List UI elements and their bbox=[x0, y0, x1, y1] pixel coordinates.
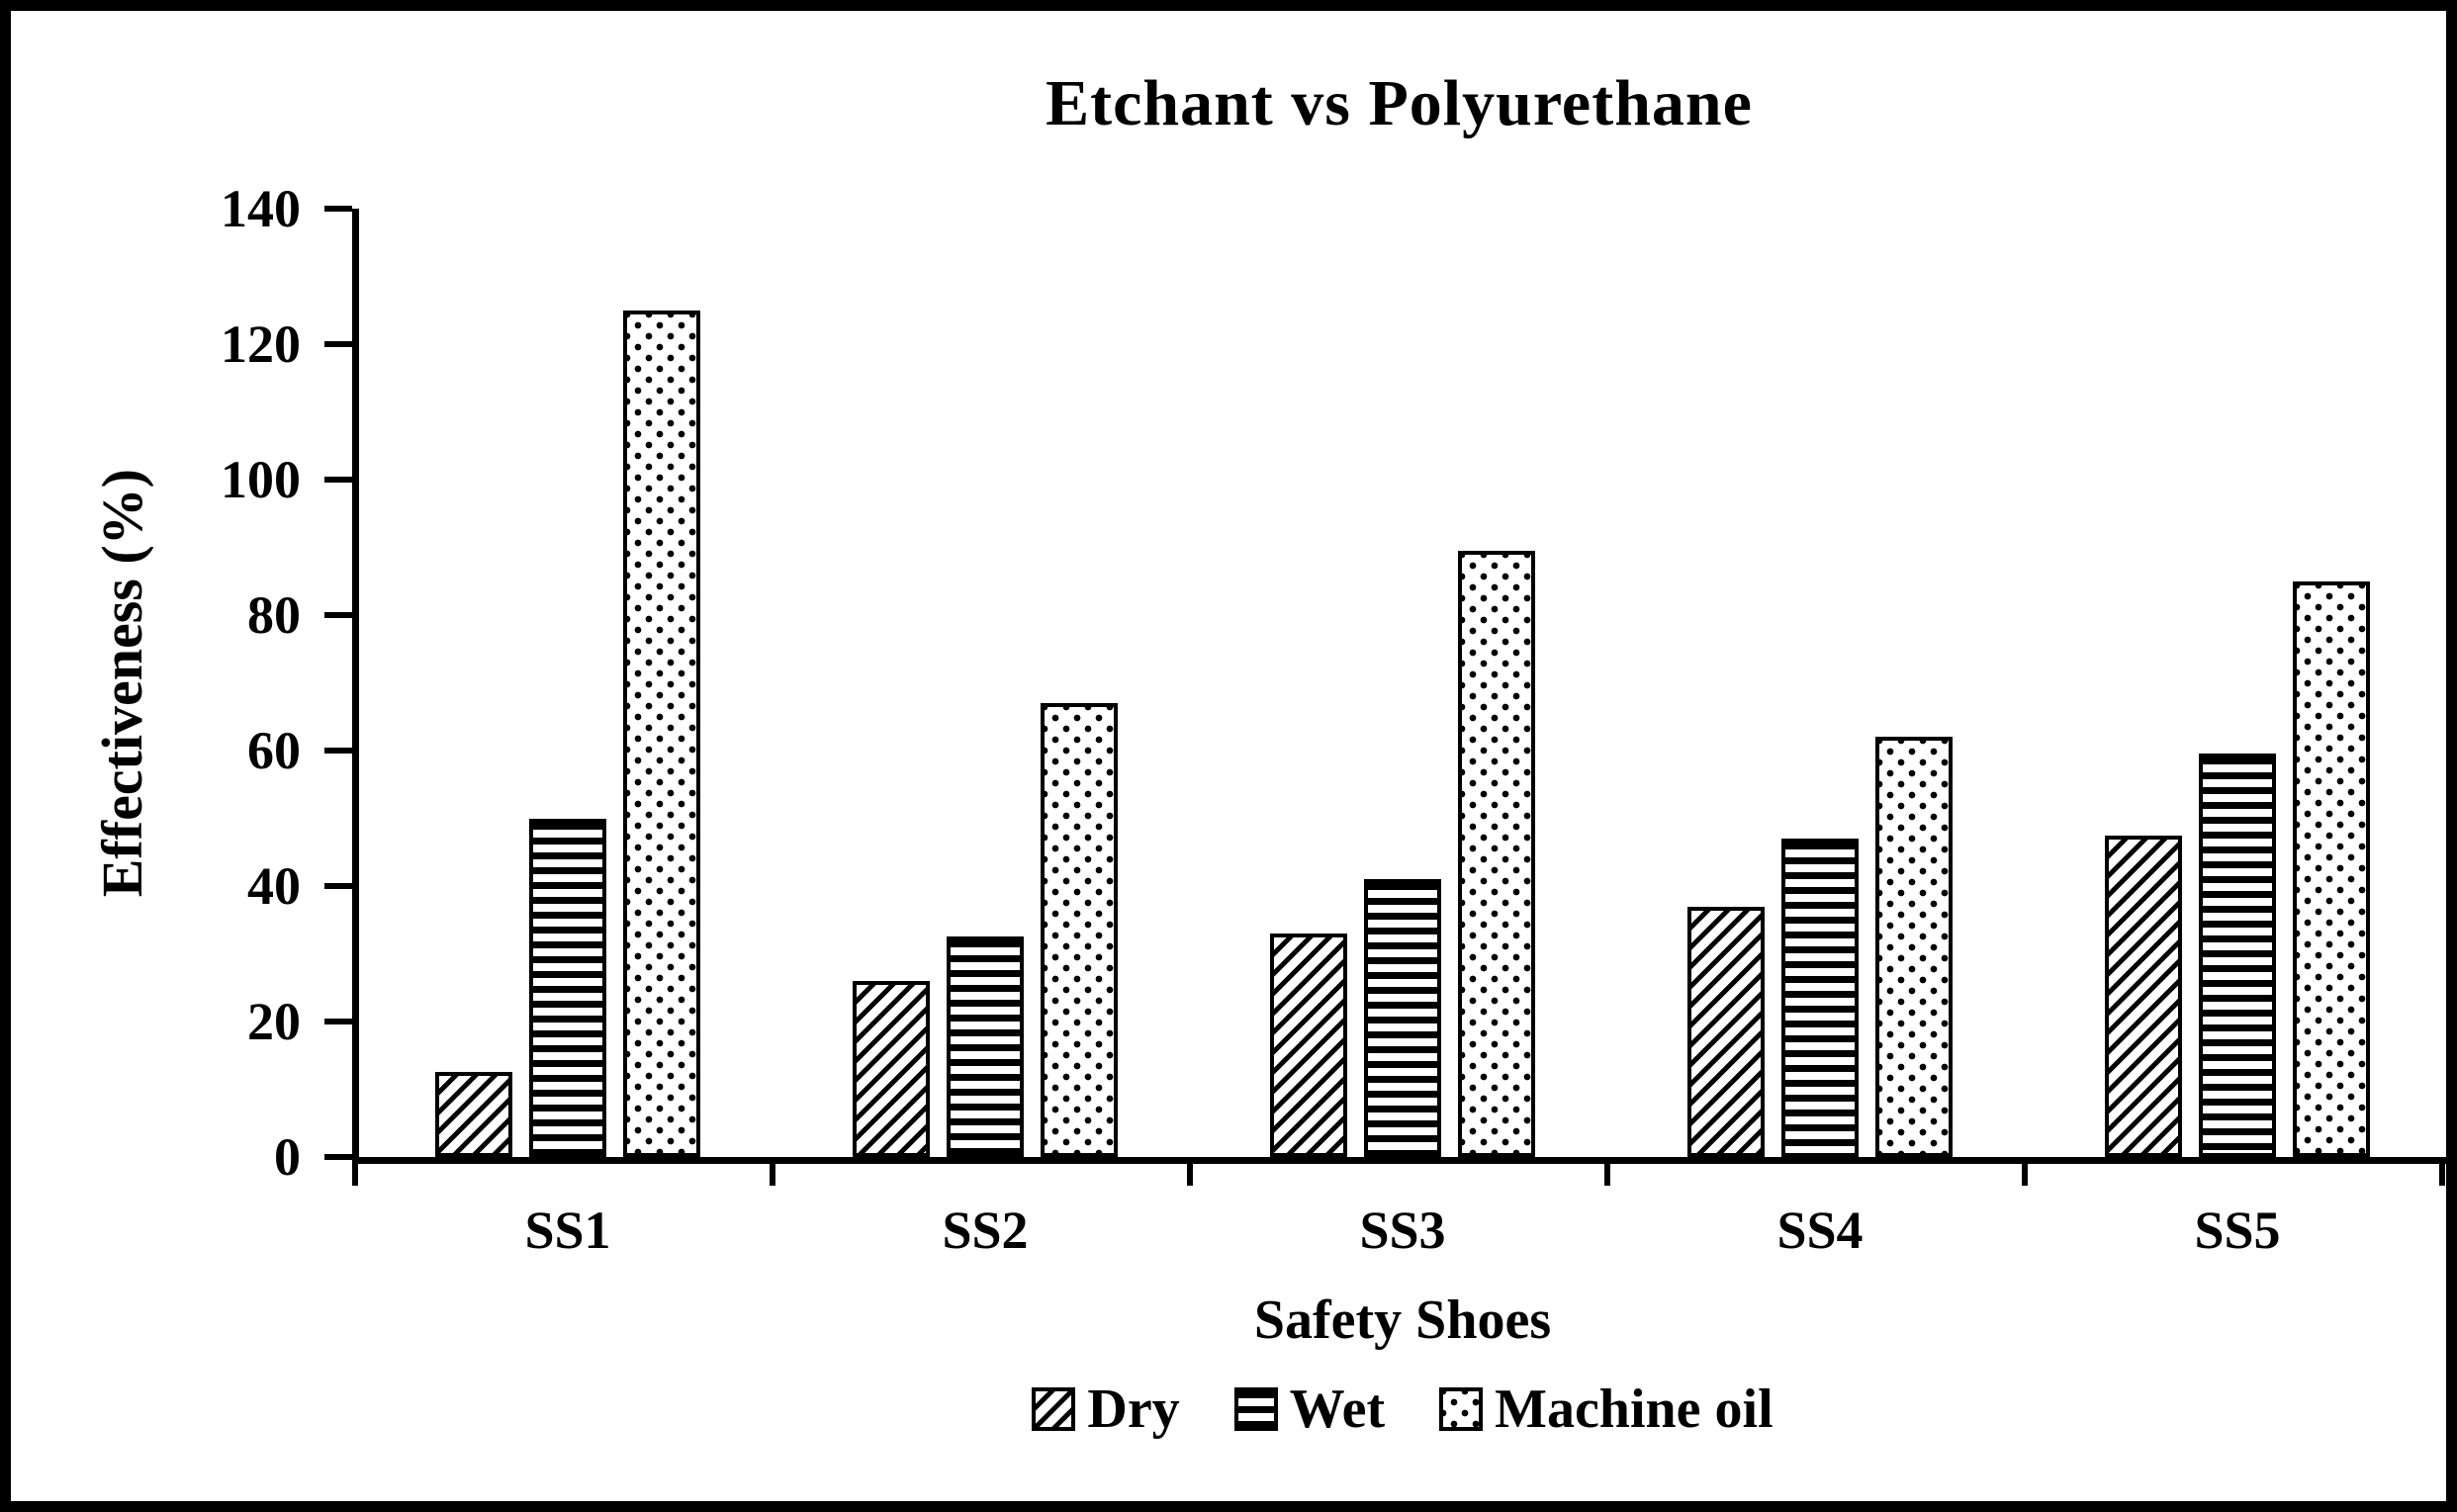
y-tick-mark-0 bbox=[324, 1154, 352, 1160]
x-tick-mark-2 bbox=[1187, 1164, 1193, 1186]
x-tick-mark-4 bbox=[2022, 1164, 2028, 1186]
y-tick-label-0: 0 bbox=[274, 1127, 301, 1187]
chart-title: Etchant vs Polyurethane bbox=[1046, 67, 1753, 139]
bar-dry-ss4 bbox=[1687, 906, 1765, 1157]
y-tick-label-40: 40 bbox=[247, 856, 301, 916]
bar-dry-ss3 bbox=[1270, 933, 1347, 1157]
bar-wet-ss4 bbox=[1781, 839, 1859, 1157]
legend-label-wet: Wet bbox=[1289, 1379, 1386, 1440]
bar-group-ss2 bbox=[776, 209, 1194, 1157]
bar-machine-oil-ss5 bbox=[2293, 580, 2370, 1157]
legend-item-wet: Wet bbox=[1233, 1379, 1386, 1440]
x-axis-title: Safety Shoes bbox=[1253, 1290, 1552, 1351]
x-category-label-ss3: SS3 bbox=[1359, 1201, 1446, 1260]
y-tick-label-20: 20 bbox=[247, 992, 301, 1051]
y-tick-mark-80 bbox=[324, 612, 352, 618]
bar-group-ss4 bbox=[1611, 209, 2029, 1157]
x-category-label-ss4: SS4 bbox=[1776, 1201, 1864, 1260]
y-tick-mark-120 bbox=[324, 341, 352, 347]
bar-machine-oil-ss1 bbox=[623, 310, 700, 1157]
bar-dry-ss1 bbox=[435, 1072, 512, 1157]
x-tick-mark-5 bbox=[2439, 1164, 2445, 1186]
x-tick-mark-3 bbox=[1604, 1164, 1610, 1186]
bar-group-ss5 bbox=[2029, 209, 2446, 1157]
bar-wet-ss5 bbox=[2199, 754, 2276, 1157]
y-tick-mark-20 bbox=[324, 1019, 352, 1024]
y-tick-mark-140 bbox=[324, 206, 352, 212]
plot-area bbox=[352, 209, 2446, 1164]
y-axis: 0 20 40 60 80 100 120 140 bbox=[11, 182, 352, 1184]
y-tick-mark-100 bbox=[324, 477, 352, 483]
bar-group-ss1 bbox=[359, 209, 776, 1157]
bar-group-ss3 bbox=[1194, 209, 1611, 1157]
bar-machine-oil-ss2 bbox=[1041, 703, 1118, 1157]
bar-machine-oil-ss4 bbox=[1875, 737, 1953, 1157]
bar-wet-ss2 bbox=[947, 936, 1024, 1157]
x-category-label-ss1: SS1 bbox=[524, 1201, 611, 1260]
legend-item-machine-oil: Machine oil bbox=[1439, 1381, 1774, 1437]
y-tick-label-60: 60 bbox=[247, 721, 301, 780]
y-tick-label-140: 140 bbox=[221, 179, 301, 238]
bar-wet-ss1 bbox=[529, 818, 606, 1157]
chart-legend: Dry Wet Machine oil bbox=[359, 1381, 2446, 1437]
bar-dry-ss5 bbox=[2105, 835, 2182, 1157]
legend-item-dry: Dry bbox=[1032, 1379, 1180, 1440]
x-tick-mark-0 bbox=[352, 1164, 358, 1186]
legend-swatch-horizontal-lines-icon bbox=[1233, 1387, 1278, 1431]
x-axis-category-labels: SS1 SS2 SS3 SS4 SS5 bbox=[359, 1200, 2446, 1261]
bar-machine-oil-ss3 bbox=[1458, 550, 1535, 1157]
x-category-label-ss5: SS5 bbox=[2194, 1201, 2281, 1260]
legend-label-machine-oil: Machine oil bbox=[1495, 1379, 1774, 1440]
y-tick-mark-60 bbox=[324, 748, 352, 754]
legend-swatch-dots-icon bbox=[1439, 1387, 1484, 1431]
y-tick-label-80: 80 bbox=[247, 585, 301, 645]
x-category-label-ss2: SS2 bbox=[942, 1201, 1029, 1260]
legend-swatch-diagonal-hatch-icon bbox=[1032, 1387, 1076, 1431]
x-tick-mark-1 bbox=[770, 1164, 775, 1186]
y-tick-mark-40 bbox=[324, 883, 352, 889]
bar-wet-ss3 bbox=[1364, 879, 1441, 1157]
y-tick-label-120: 120 bbox=[221, 314, 301, 374]
legend-label-dry: Dry bbox=[1087, 1379, 1180, 1440]
y-tick-label-100: 100 bbox=[221, 450, 301, 509]
bar-dry-ss2 bbox=[853, 980, 930, 1157]
